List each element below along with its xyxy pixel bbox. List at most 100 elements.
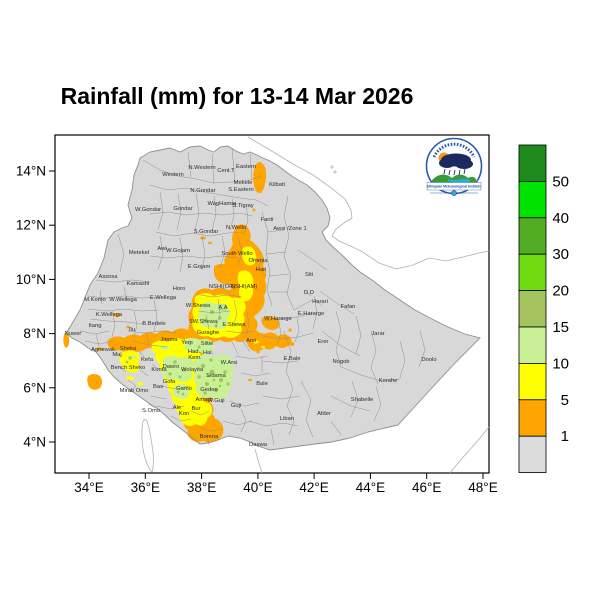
region-label-w-gojam: W.Gojam [166, 248, 190, 254]
region-label-w-gondar: W.Gondar [135, 207, 161, 213]
region-label-bur: Bur [191, 406, 200, 412]
region-label-kilbati: Kilbati [269, 182, 285, 188]
region-label-ale: Ale [173, 405, 181, 411]
island-icon [333, 170, 337, 174]
colorbar-label-40: 40 [552, 210, 569, 227]
colorbar-segment-4 [518, 290, 547, 328]
region-label-eastern: Eastern [236, 164, 256, 170]
colorbar-label-50: 50 [552, 173, 569, 190]
colorbar-segment-5 [518, 326, 547, 364]
region-label-gondar: Gondar [173, 206, 192, 212]
rain-icon [443, 168, 466, 176]
figure-title: Rainfall (mm) for 13-14 Mar 2026 [61, 83, 414, 109]
colorbar-segment-3 [518, 253, 547, 291]
region-label-bale: Bale [256, 381, 268, 387]
region-label-a-a: A.A [218, 305, 227, 311]
region-label-south-wello: South Wello [221, 251, 252, 257]
region-label-mirab-omo: Mirab Omo [120, 388, 149, 394]
region-label-siltie: Siltie [201, 341, 214, 347]
region-label-e-shewa: E.Shewa [222, 322, 246, 328]
region-label-n-wello: N.Wello [226, 225, 246, 231]
region-label-dawro: Dawro [163, 364, 180, 370]
region-label-horo: Horo [173, 286, 186, 292]
region-label-jimma: Jimma [160, 337, 178, 343]
region-label-bench-sheko: Bench Sheko [111, 365, 145, 371]
lon-tick-label-48-e: 48°E [468, 480, 497, 495]
latitude-axis: 14°N 12°N 10°N 8°N 6°N 4°N [16, 164, 55, 450]
lon-tick-label-42-e: 42°E [299, 480, 328, 495]
ethiopia-outline [65, 145, 481, 451]
lon-tick-label-46-e: 46°E [412, 480, 441, 495]
logo-arc-text [432, 142, 476, 158]
region-label-w-hararge: W.Hararge [264, 316, 292, 322]
region-label-shabelle: Shabelle [351, 397, 374, 403]
region-label-daawa: Daawa [249, 442, 268, 448]
region-label-e-hararge: E.Hararge [298, 311, 324, 317]
region-label-erer: Erer [318, 339, 329, 345]
region-label-konta: Konta [151, 367, 167, 373]
region-label-metekel: Metekel [129, 250, 149, 256]
region-label-e-gojam: E.Gojam [188, 264, 211, 270]
region-label-jarar: Jarar [371, 331, 384, 337]
lat-tick-label-4-n: 4°N [23, 435, 46, 450]
logo-institute-name: Ethiopian Meteorological Institute [427, 185, 482, 189]
region-label-nshi-am: NSHI(AM) [231, 284, 257, 290]
region-label-oromia: Oromia [248, 258, 268, 264]
region-label-d-d: D.D [304, 290, 314, 296]
region-label-w-wellega: W.Wellega [109, 297, 137, 303]
region-label-s-eastern: S.Eastern [228, 187, 253, 193]
region-label-s-omo: S.Omo [142, 408, 160, 414]
region-label-awsi-zone-1: Awsi /Zone 1 [273, 226, 306, 232]
colorbar-label-1: 1 [561, 428, 569, 445]
region-label-guraghe: Guraghe [197, 330, 220, 336]
lon-tick-label-40-e: 40°E [243, 480, 272, 495]
region-label-kon: Kon [179, 411, 189, 417]
island-icon [330, 165, 334, 169]
red-sea-coastline [247, 136, 490, 270]
region-label-hal: Hal. [203, 350, 214, 356]
river-icon [448, 178, 470, 183]
region-label-nuwer: Nuwer [65, 331, 82, 337]
region-label-western: Western [162, 172, 183, 178]
region-label-harari: Harari [312, 299, 328, 305]
logo-banner [426, 182, 482, 191]
region-label-gamo: Gamo [176, 386, 192, 392]
colorbar-label-20: 20 [552, 283, 569, 300]
region-label-m-komo: M.Komo [84, 297, 106, 303]
region-label-korahe: Korahe [379, 378, 398, 384]
colorbar-label-5: 5 [561, 392, 569, 409]
region-label-hari: Hari [256, 267, 267, 273]
region-label-cent-t: Cent.T [217, 168, 235, 174]
colorbar-label-30: 30 [552, 246, 569, 263]
region-label-kefa: Kefa [141, 357, 154, 363]
colorbar-label-15: 15 [552, 319, 569, 336]
region-label-w-arsi: W.Arsi [221, 360, 238, 366]
lake-turkana-outline [141, 419, 154, 473]
region-label-fafan: Fafan [341, 304, 356, 310]
region-label-gedeo: Gedeo [200, 387, 217, 393]
region-label-sidama: Sidama [206, 373, 226, 379]
region-label-n-gondar: N.Gondar [190, 188, 215, 194]
storm-cloud-icon [439, 153, 473, 169]
region-label-waghamra: WagHamra [207, 201, 237, 207]
lat-tick-label-10-n: 10°N [16, 272, 46, 287]
region-label-w-guji: W.Guji [207, 398, 224, 404]
region-label-kamashi: Kamashi [127, 281, 150, 287]
region-label-assosa: Assosa [98, 274, 118, 280]
region-label-had: Had. [188, 349, 201, 355]
region-label-n-western: N.Western [188, 165, 215, 171]
neighbor-borders [141, 136, 490, 474]
lat-tick-label-8-n: 8°N [23, 326, 46, 341]
somalia-coastline [449, 426, 490, 474]
region-label-guji: Guji [231, 403, 241, 409]
region-label-sheka: Sheka [120, 346, 137, 352]
lat-tick-label-12-n: 12°N [16, 218, 46, 233]
region-label-nogob: Nogob [332, 359, 349, 365]
region-label-amaro: Amaro [195, 397, 212, 403]
org-logo: Ethiopian Meteorological Institute [425, 137, 483, 196]
region-label-kem: Kem. [188, 355, 202, 361]
longitude-axis: 34°E 36°E 38°E 40°E 42°E 44°E 46°E 48°E [74, 473, 498, 495]
region-label-w-shewa: W.Shewa [186, 303, 211, 309]
